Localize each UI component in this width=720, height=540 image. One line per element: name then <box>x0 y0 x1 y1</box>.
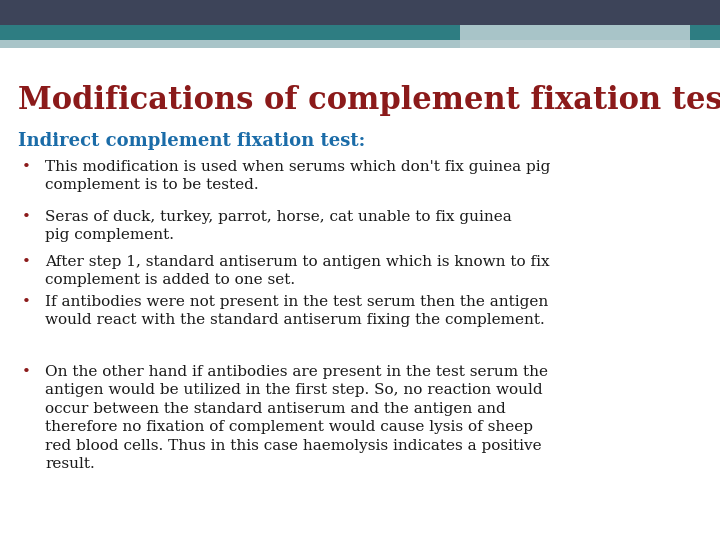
Text: Seras of duck, turkey, parrot, horse, cat unable to fix guinea
pig complement.: Seras of duck, turkey, parrot, horse, ca… <box>45 210 512 242</box>
Text: •: • <box>22 160 31 174</box>
Bar <box>0 0 720 25</box>
Text: On the other hand if antibodies are present in the test serum the
antigen would : On the other hand if antibodies are pres… <box>45 365 548 471</box>
Text: Modifications of complement fixation test: Modifications of complement fixation tes… <box>18 85 720 116</box>
Text: •: • <box>22 210 31 224</box>
Bar <box>0 25 720 40</box>
Text: •: • <box>22 255 31 269</box>
Text: If antibodies were not present in the test serum then the antigen
would react wi: If antibodies were not present in the te… <box>45 295 548 327</box>
Bar <box>460 25 690 40</box>
Text: •: • <box>22 295 31 309</box>
Text: •: • <box>22 365 31 379</box>
Bar <box>460 40 690 48</box>
Bar <box>0 40 720 48</box>
Text: Indirect complement fixation test:: Indirect complement fixation test: <box>18 132 365 150</box>
Text: This modification is used when serums which don't fix guinea pig
complement is t: This modification is used when serums wh… <box>45 160 550 192</box>
Text: After step 1, standard antiserum to antigen which is known to fix
complement is : After step 1, standard antiserum to anti… <box>45 255 549 287</box>
